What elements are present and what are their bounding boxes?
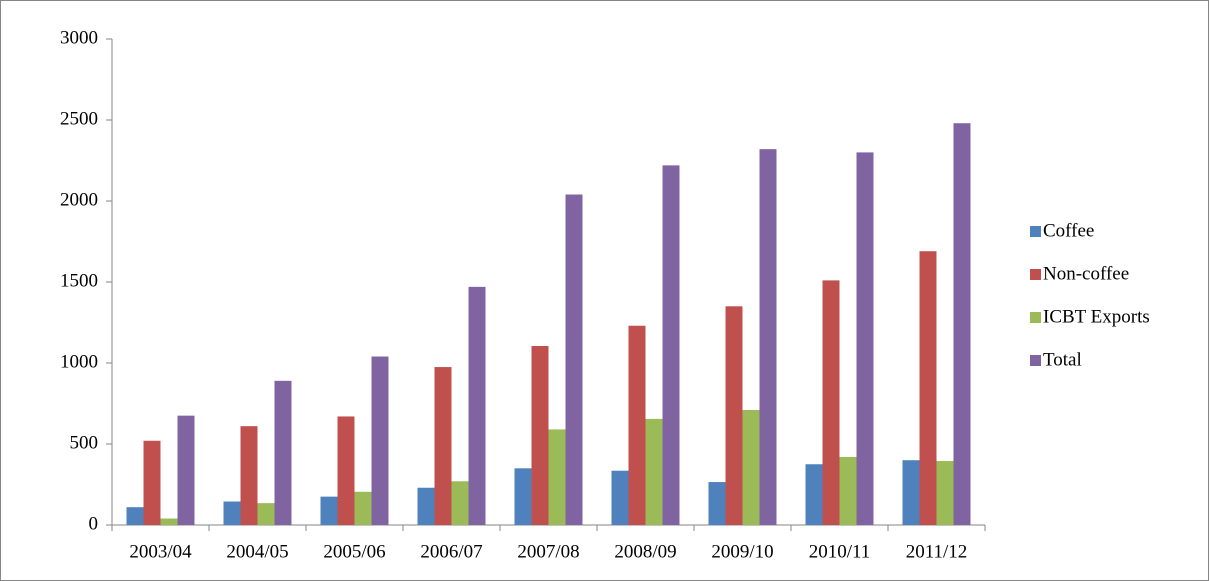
bar bbox=[320, 496, 338, 525]
legend-label: Non-coffee bbox=[1043, 263, 1129, 284]
y-tick-label: 3000 bbox=[60, 27, 98, 48]
legend-label: Total bbox=[1043, 349, 1082, 370]
x-tick-label: 2011/12 bbox=[906, 541, 968, 562]
y-tick-label: 1500 bbox=[60, 270, 98, 291]
x-tick-label: 2004/05 bbox=[226, 541, 288, 562]
y-tick-label: 2500 bbox=[60, 108, 98, 129]
bar bbox=[468, 286, 486, 525]
bar bbox=[451, 481, 469, 525]
legend-label: Coffee bbox=[1043, 220, 1094, 241]
bar bbox=[417, 487, 435, 525]
x-tick-label: 2008/09 bbox=[614, 541, 676, 562]
bar bbox=[434, 367, 452, 525]
bar bbox=[371, 356, 389, 525]
legend-label: ICBT Exports bbox=[1043, 306, 1150, 327]
x-tick-label: 2006/07 bbox=[420, 541, 482, 562]
y-tick-label: 500 bbox=[70, 432, 99, 453]
bar bbox=[160, 518, 178, 525]
bar bbox=[759, 149, 777, 525]
bar bbox=[354, 491, 372, 525]
y-tick-label: 2000 bbox=[60, 189, 98, 210]
bar bbox=[143, 440, 161, 525]
bar bbox=[708, 482, 726, 525]
bar bbox=[611, 470, 629, 525]
bar bbox=[822, 280, 840, 525]
bar bbox=[514, 468, 532, 525]
bar bbox=[628, 325, 646, 525]
bar bbox=[902, 460, 920, 525]
bar bbox=[337, 416, 355, 525]
x-tick-label: 2007/08 bbox=[517, 541, 579, 562]
bar bbox=[645, 418, 663, 525]
legend-swatch bbox=[1030, 226, 1041, 237]
bar bbox=[223, 501, 241, 525]
bar bbox=[953, 123, 971, 526]
x-tick-label: 2003/04 bbox=[129, 541, 192, 562]
bar bbox=[856, 152, 874, 525]
y-tick-label: 0 bbox=[89, 513, 99, 534]
bar bbox=[805, 464, 823, 525]
bar bbox=[565, 194, 583, 525]
x-tick-label: 2010/11 bbox=[809, 541, 871, 562]
bar bbox=[936, 461, 954, 525]
bar bbox=[742, 409, 760, 525]
bar bbox=[725, 306, 743, 525]
bar bbox=[177, 415, 195, 525]
legend-swatch bbox=[1030, 312, 1041, 323]
y-tick-label: 1000 bbox=[60, 351, 98, 372]
legend-swatch bbox=[1030, 269, 1041, 280]
bar bbox=[531, 345, 549, 525]
bar bbox=[274, 380, 292, 525]
bar bbox=[548, 429, 566, 525]
bar bbox=[240, 426, 258, 525]
x-tick-label: 2005/06 bbox=[323, 541, 385, 562]
x-tick-label: 2009/10 bbox=[711, 541, 773, 562]
bar bbox=[257, 503, 275, 525]
bar bbox=[126, 507, 144, 525]
legend-swatch bbox=[1030, 355, 1041, 366]
bar bbox=[839, 456, 857, 525]
bar bbox=[662, 165, 680, 526]
bar bbox=[919, 251, 937, 525]
